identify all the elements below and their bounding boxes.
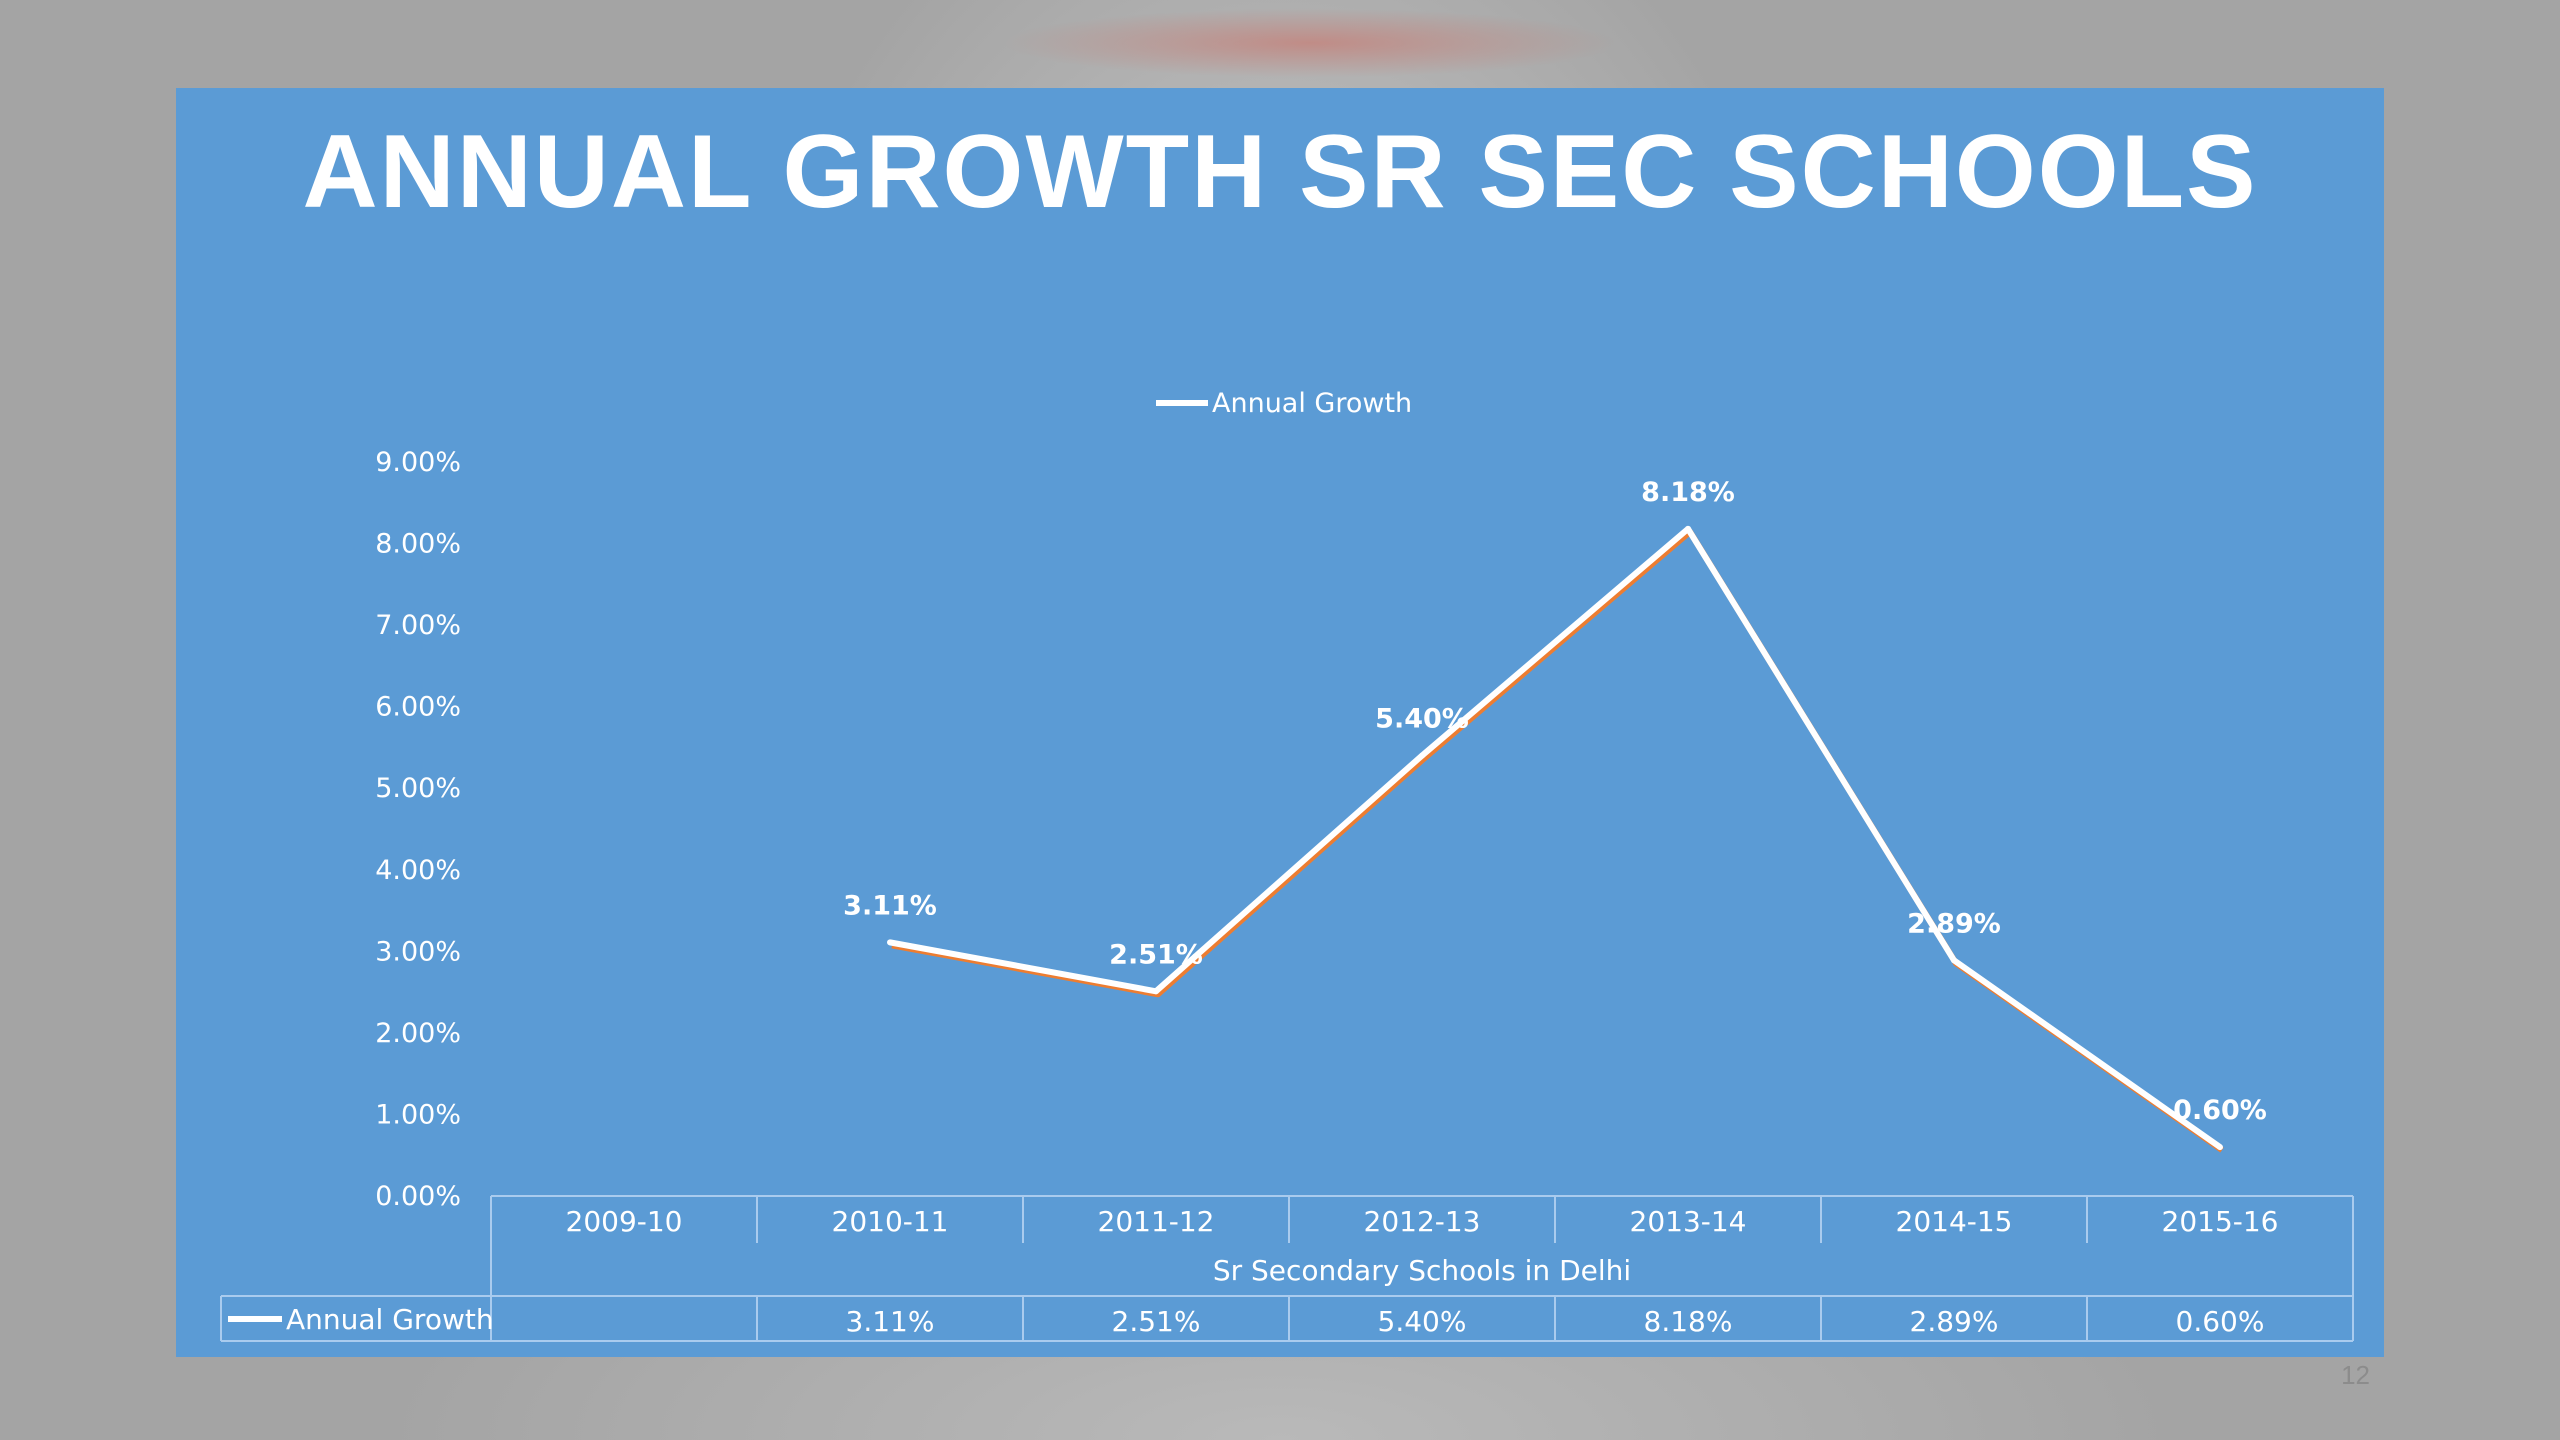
y-tick-label: 4.00% — [375, 855, 461, 886]
page-number: 12 — [2341, 1360, 2370, 1390]
data-label: 2.51% — [1109, 939, 1203, 970]
background-decoration — [1000, 8, 1620, 78]
chart-title: ANNUAL GROWTH SR SEC SCHOOLS — [302, 114, 2258, 230]
data-label: 2.89% — [1907, 908, 2001, 939]
y-tick-label: 7.00% — [375, 610, 461, 641]
series-line-shadow — [891, 528, 2224, 1153]
data-point — [1419, 752, 1425, 759]
x-tick-label: 2015-16 — [2162, 1205, 2279, 1238]
data-label: 3.11% — [843, 890, 937, 921]
data-point — [887, 939, 893, 946]
table-cell-value: 0.60% — [2176, 1305, 2265, 1338]
table-cell-value: 8.18% — [1644, 1305, 1733, 1338]
x-tick-label: 2013-14 — [1630, 1205, 1747, 1238]
data-point — [1153, 988, 1159, 995]
x-tick-label: 2009-10 — [566, 1205, 683, 1238]
data-point — [2217, 1144, 2223, 1151]
line-chart: 0.00% 1.00% 2.00% 3.00% 4.00% 5.00% 6.00% 7.00%… — [220, 388, 2354, 1342]
y-tick-label: 0.00% — [375, 1181, 461, 1212]
y-tick-label: 3.00% — [375, 936, 461, 967]
data-point — [1685, 525, 1691, 532]
x-tick-label: 2010-11 — [832, 1205, 949, 1238]
x-tick-label: 2011-12 — [1098, 1205, 1215, 1238]
data-label: 5.40% — [1375, 704, 1469, 735]
table-cell-value: 3.11% — [846, 1305, 935, 1338]
data-label: 8.18% — [1641, 477, 1735, 508]
y-tick-label: 8.00% — [375, 529, 461, 560]
chart-panel: 0.00% 1.00% 2.00% 3.00% 4.00% 5.00% 6.00% 7.00%… — [176, 88, 2384, 1357]
table-series-name: Annual Growth — [286, 1303, 494, 1336]
x-tick-label: 2012-13 — [1364, 1205, 1481, 1238]
y-tick-label: 6.00% — [375, 692, 461, 723]
table-cell-value: 2.51% — [1112, 1305, 1201, 1338]
data-point — [1951, 957, 1957, 964]
legend-label: Annual Growth — [1212, 388, 1412, 419]
table-cell-value: 5.40% — [1378, 1305, 1467, 1338]
y-tick-label: 9.00% — [375, 447, 461, 478]
y-tick-label: 5.00% — [375, 773, 461, 804]
x-axis-title: Sr Secondary Schools in Delhi — [1213, 1254, 1631, 1287]
y-tick-label: 2.00% — [375, 1018, 461, 1049]
series-line — [889, 525, 2222, 1150]
table-cell-value: 2.89% — [1910, 1305, 1999, 1338]
x-tick-label: 2014-15 — [1896, 1205, 2013, 1238]
y-tick-label: 1.00% — [375, 1099, 461, 1130]
data-label: 0.60% — [2173, 1095, 2267, 1126]
